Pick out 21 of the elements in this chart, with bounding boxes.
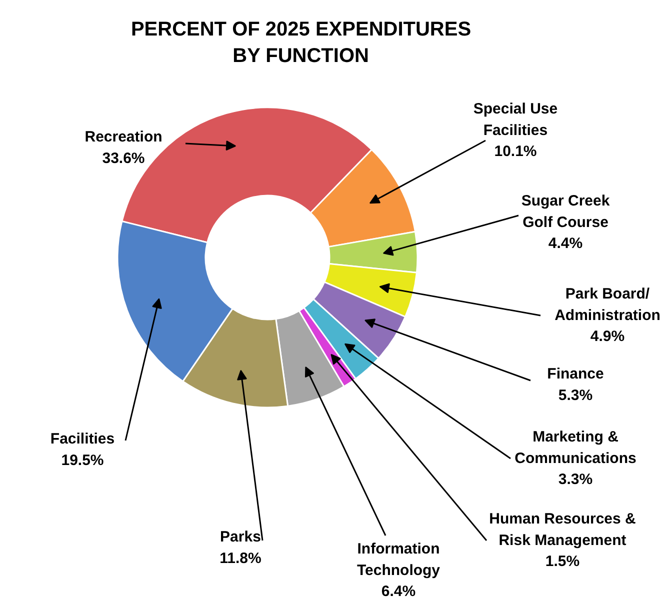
slice-label: Information Technology (356, 540, 441, 579)
slice-label: Sugar Creek Golf Course (521, 192, 610, 231)
slice-label: Special Use Facilities (473, 100, 558, 139)
slice-label: Parks (220, 528, 261, 546)
slice-label: Finance (547, 366, 604, 382)
slice-label: Marketing & Communications (514, 428, 636, 467)
data-label: 6.4% (381, 583, 416, 600)
data-label: 10.1% (494, 143, 537, 160)
data-label: 3.3% (558, 471, 593, 488)
data-label: 1.5% (545, 553, 580, 570)
data-label: 4.4% (548, 235, 583, 252)
slice-label: Recreation (84, 128, 162, 146)
data-label: 4.9% (590, 328, 625, 345)
data-label: 11.8% (220, 550, 262, 567)
slice-label: Human Resources & Risk Management (489, 510, 636, 549)
slice-label: Park Board/ Administration (554, 286, 660, 324)
data-label: 5.3% (558, 386, 593, 404)
slice-label: Facilities (50, 430, 115, 448)
data-label: 33.6% (102, 150, 145, 167)
data-label: 19.5% (61, 452, 104, 469)
chart-title: PERCENT OF 2025 EXPENDITURES BY FUNCTION (130, 18, 472, 67)
